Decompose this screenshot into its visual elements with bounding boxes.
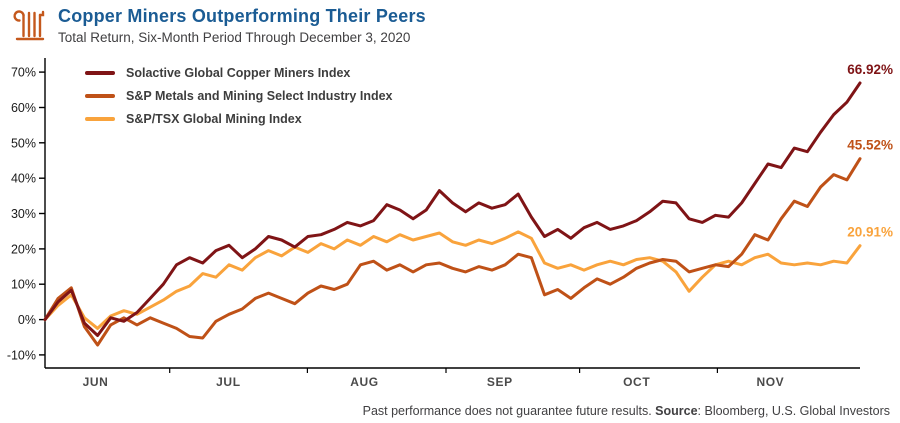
series-line [43, 230, 862, 330]
series-end-label: 66.92% [847, 62, 893, 77]
x-axis-label: SEP [487, 375, 513, 389]
y-axis-label: 30% [11, 207, 36, 221]
chart-title: Copper Miners Outperforming Their Peers [58, 6, 426, 26]
x-axis-label: OCT [623, 375, 650, 389]
legend-label: Solactive Global Copper Miners Index [126, 66, 351, 80]
title-block: Copper Miners Outperforming Their Peers … [58, 6, 426, 45]
series-line [43, 81, 862, 337]
x-axis-label: JUN [83, 375, 109, 389]
legend-item: S&P/TSX Global Mining Index [85, 112, 393, 126]
y-axis-label: 50% [11, 136, 36, 150]
y-axis-label: 70% [11, 66, 36, 80]
y-axis-label: 10% [11, 278, 36, 292]
y-axis-label: 0% [18, 313, 36, 327]
series-end-label: 20.91% [847, 225, 893, 240]
chart-legend: Solactive Global Copper Miners Index S&P … [85, 66, 393, 126]
chart-header: Copper Miners Outperforming Their Peers … [10, 6, 426, 46]
disclaimer-text: Past performance does not guarantee futu… [362, 404, 656, 418]
legend-label: S&P Metals and Mining Select Industry In… [126, 89, 393, 103]
source-text: : Bloomberg, U.S. Global Investors [697, 404, 890, 418]
y-axis-label: -10% [7, 348, 36, 362]
legend-label: S&P/TSX Global Mining Index [126, 112, 302, 126]
y-axis-label: 60% [11, 101, 36, 115]
source-label: Source [655, 404, 698, 418]
x-axis-label: JUL [216, 375, 240, 389]
legend-item: Solactive Global Copper Miners Index [85, 66, 393, 80]
legend-swatch [85, 94, 115, 98]
y-axis-label: 20% [11, 242, 36, 256]
legend-swatch [85, 71, 115, 75]
x-axis-label: NOV [756, 375, 784, 389]
brand-logo-icon [13, 10, 45, 41]
y-axis-label: 40% [11, 172, 36, 186]
chart-footnote: Past performance does not guarantee futu… [363, 404, 890, 418]
x-axis-label: AUG [350, 375, 378, 389]
series-end-label: 45.52% [847, 138, 893, 153]
series-line [43, 157, 862, 347]
chart-subtitle: Total Return, Six-Month Period Through D… [58, 29, 411, 45]
legend-item: S&P Metals and Mining Select Industry In… [85, 89, 393, 103]
legend-swatch [85, 117, 115, 121]
